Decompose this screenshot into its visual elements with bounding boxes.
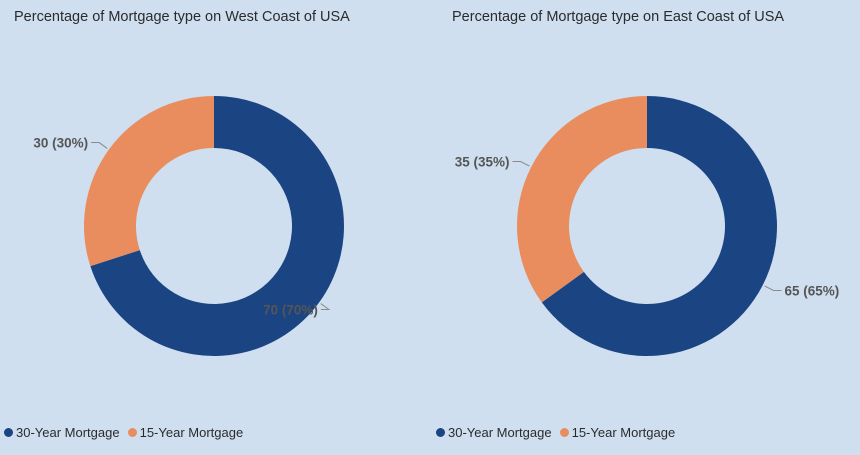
legend-item-30-year[interactable]: 30-Year Mortgage bbox=[436, 425, 552, 440]
donut-chart-west: 70 (70%) 30 (30%) bbox=[33, 96, 344, 356]
legend-marker-30-year bbox=[4, 428, 13, 437]
chart-legend: 30-Year Mortgage 15-Year Mortgage bbox=[4, 425, 251, 440]
leader-line bbox=[764, 285, 782, 291]
leader-line bbox=[512, 161, 530, 167]
legend-marker-15-year bbox=[559, 428, 569, 437]
legend-label: 30-Year Mortgage bbox=[16, 425, 120, 440]
data-label: 70 (70%) bbox=[263, 302, 318, 317]
legend-marker-30-year bbox=[436, 428, 445, 437]
chart-title: Percentage of Mortgage type on East Coas… bbox=[452, 9, 785, 25]
legend-label: 15-Year Mortgage bbox=[139, 425, 244, 440]
chart-panel-west: Percentage of Mortgage type on West Coas… bbox=[4, 9, 350, 440]
legend-item-15-year[interactable]: 15-Year Mortgage bbox=[559, 425, 676, 440]
chart-panel-east: Percentage of Mortgage type on East Coas… bbox=[432, 0, 860, 455]
slice-15-year[interactable] bbox=[517, 95, 647, 303]
slice-30-year[interactable] bbox=[541, 96, 777, 356]
legend-label: 15-Year Mortgage bbox=[571, 425, 676, 440]
slice-30-year[interactable] bbox=[90, 96, 344, 356]
legend-item-15-year[interactable]: 15-Year Mortgage bbox=[127, 425, 244, 440]
leader-line bbox=[91, 142, 108, 149]
data-label: 65 (65%) bbox=[785, 283, 840, 298]
legend-label: 30-Year Mortgage bbox=[448, 425, 552, 440]
donut-chart-east: 65 (65%) 35 (35%) bbox=[455, 95, 840, 356]
leader-line bbox=[320, 303, 331, 310]
legend-marker-15-year bbox=[127, 428, 137, 437]
data-label: 35 (35%) bbox=[455, 155, 510, 170]
chart-legend: 30-Year Mortgage 15-Year Mortgage bbox=[436, 425, 683, 440]
chart-title: Percentage of Mortgage type on West Coas… bbox=[14, 9, 350, 25]
data-label: 30 (30%) bbox=[33, 136, 88, 151]
slice-15-year[interactable] bbox=[83, 96, 214, 267]
legend-item-30-year[interactable]: 30-Year Mortgage bbox=[4, 425, 120, 440]
